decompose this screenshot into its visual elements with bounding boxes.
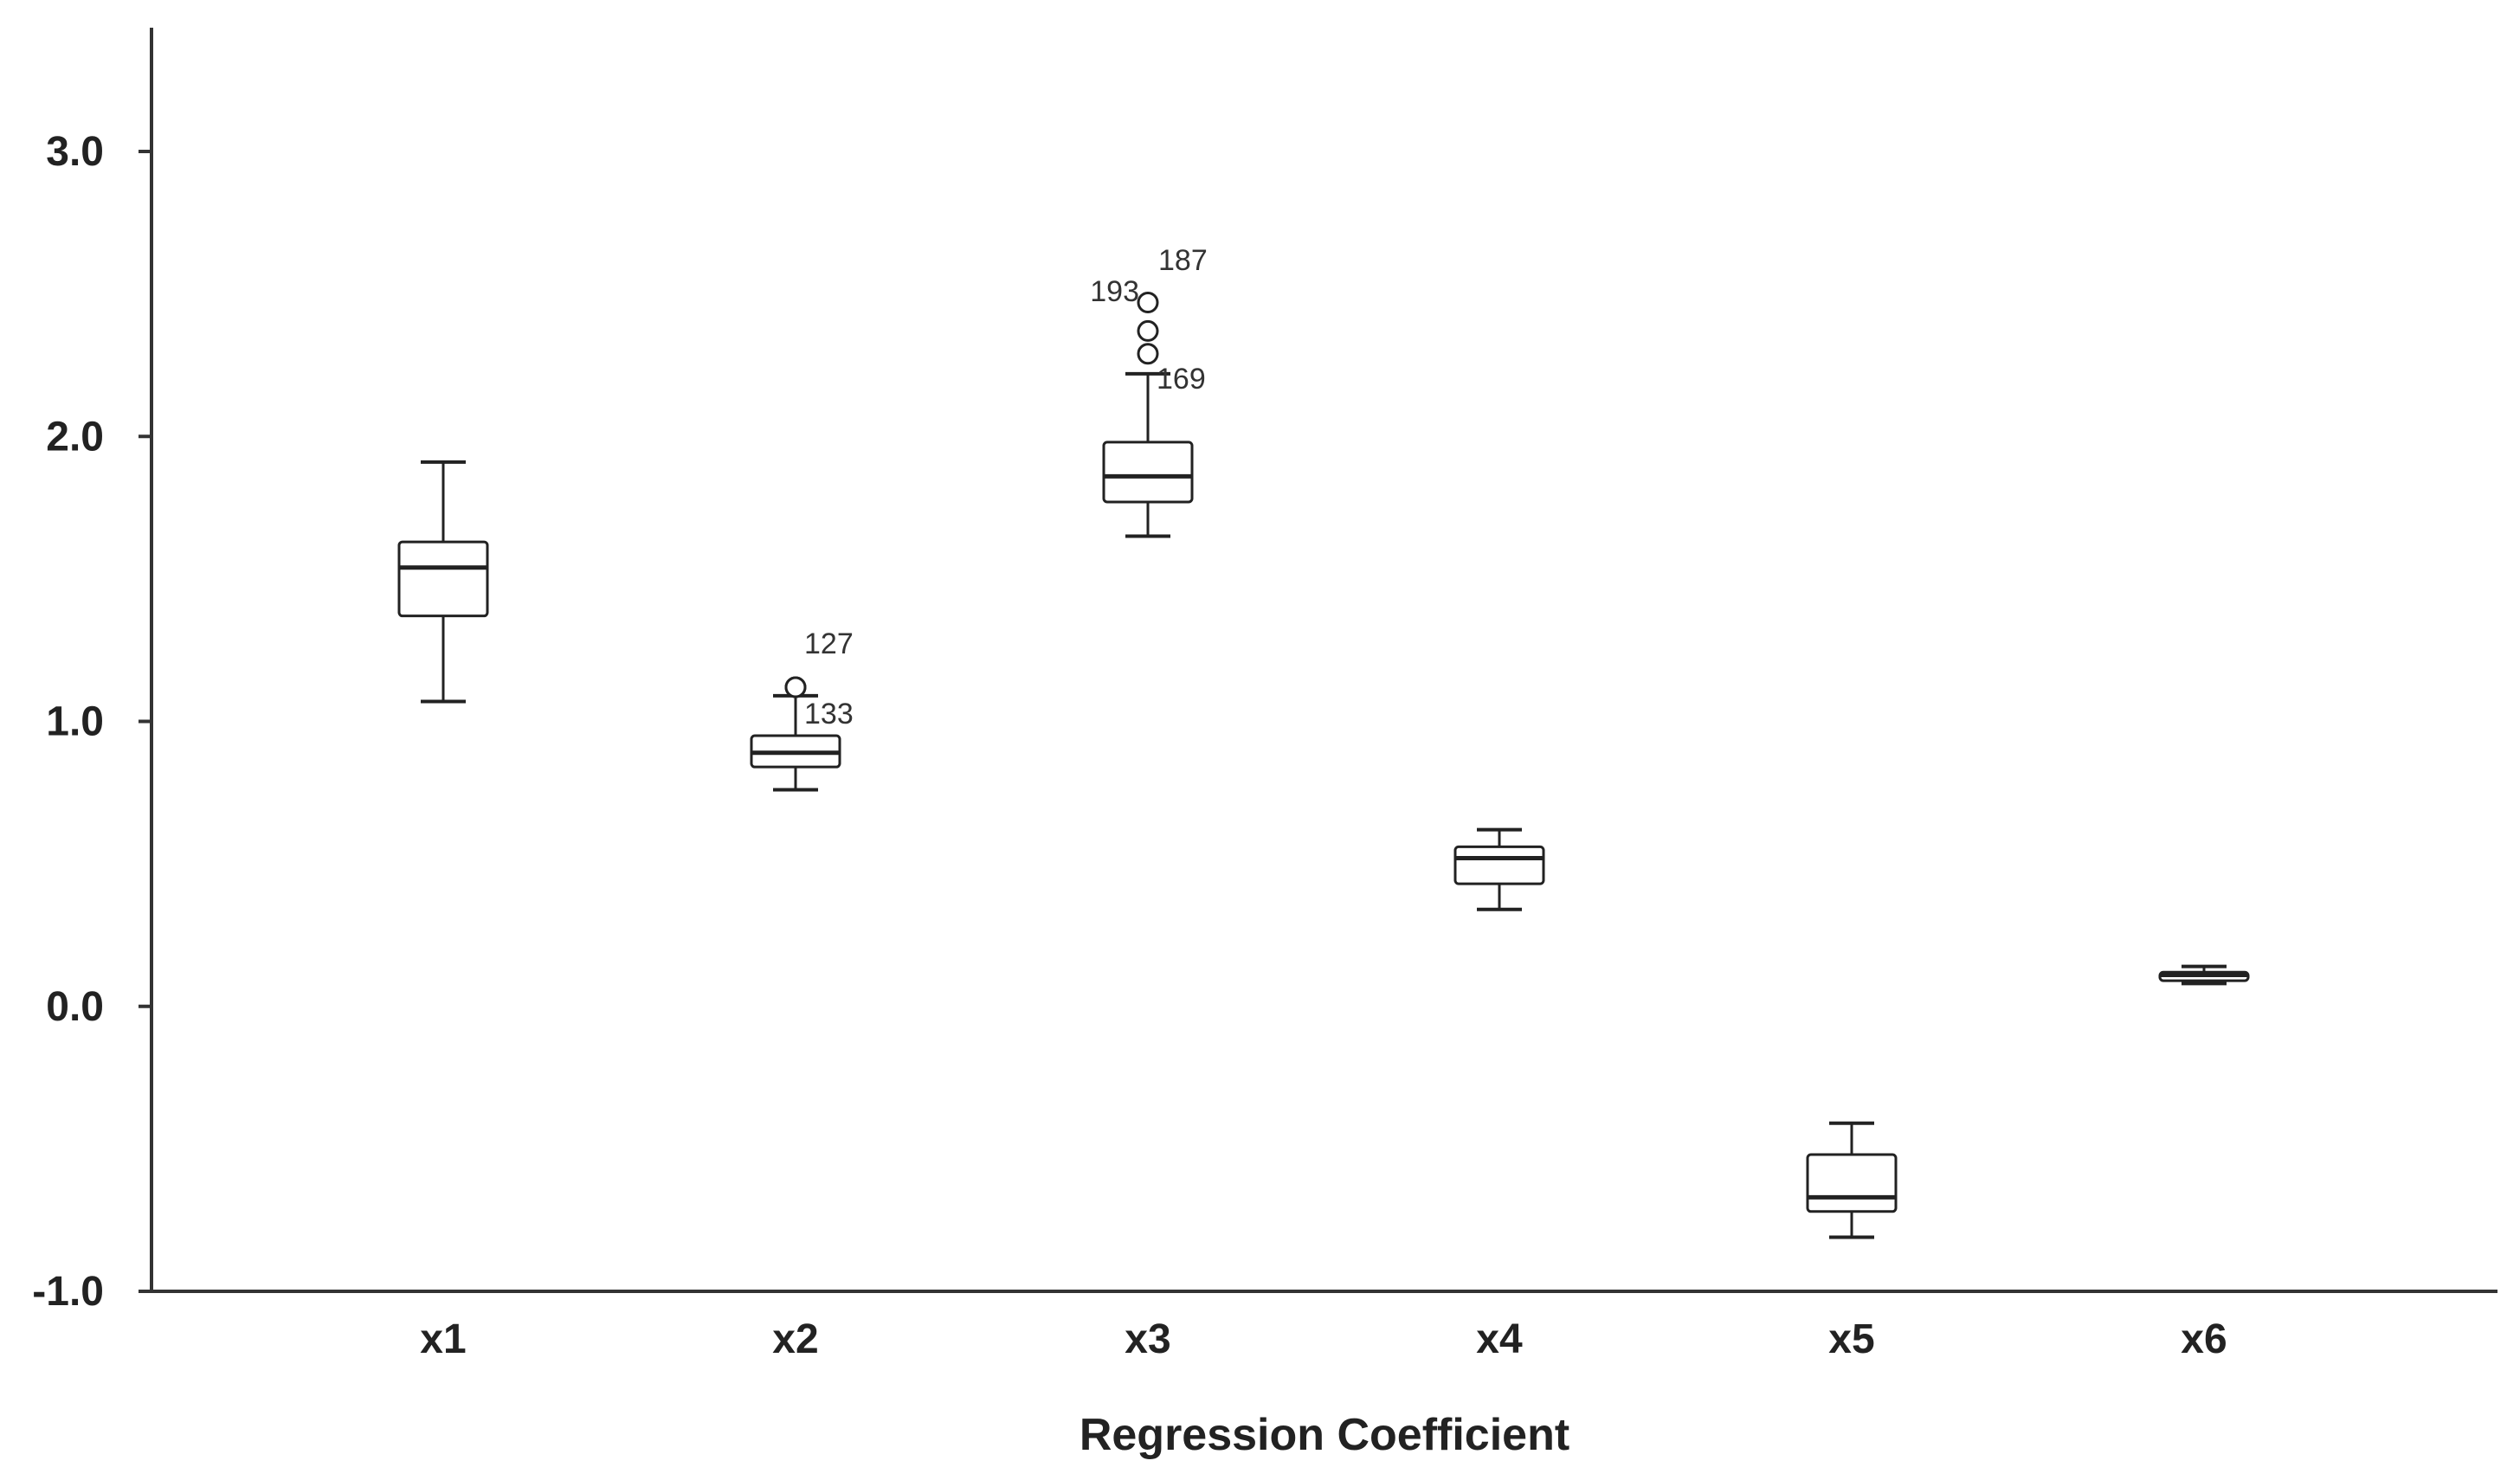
box-x3: 187 193 169	[1090, 244, 1208, 538]
box-series: 127 133 187 193 169	[397, 244, 2250, 1239]
box-iqr	[1806, 1153, 1898, 1213]
x-axis-categories: x1 x2 x3 x4 x5 x6	[420, 1316, 2227, 1362]
outlier-label: 187	[1158, 244, 1208, 277]
outlier-point	[1137, 319, 1159, 342]
x-tick-label: x4	[1476, 1316, 1523, 1362]
x-tick-label: x3	[1125, 1316, 1170, 1362]
outlier-label: 133	[804, 698, 854, 730]
x-tick-label: x5	[1828, 1316, 1874, 1362]
outlier-label: 169	[1157, 363, 1206, 396]
x-tick-label: x6	[2181, 1316, 2227, 1362]
outlier-label: 127	[804, 627, 854, 660]
outlier-point	[1137, 343, 1159, 365]
box-x1	[397, 460, 489, 704]
outlier-point	[1137, 292, 1159, 314]
y-tick-label: 1.0	[46, 699, 104, 745]
box-x4	[1453, 827, 1545, 911]
y-tick-label: -1.0	[32, 1269, 104, 1315]
box-iqr	[1453, 845, 1545, 885]
box-iqr	[1102, 441, 1194, 504]
y-axis-ticks: -1.0 0.0 1.0 2.0 3.0	[32, 129, 151, 1315]
box-x2: 127 133	[750, 627, 854, 792]
x-axis-title: Regression Coefficient	[1080, 1410, 1569, 1460]
box-x6	[2158, 964, 2250, 986]
x-tick-label: x2	[772, 1316, 818, 1362]
y-tick-label: 3.0	[46, 129, 104, 175]
outlier-label: 193	[1090, 275, 1139, 308]
box-iqr	[397, 540, 489, 618]
axes	[150, 28, 2497, 1293]
y-tick-label: 2.0	[46, 414, 104, 460]
box-x5	[1806, 1121, 1898, 1239]
outlier-point	[784, 676, 807, 698]
x-tick-label: x1	[420, 1316, 466, 1362]
y-tick-label: 0.0	[46, 984, 104, 1030]
